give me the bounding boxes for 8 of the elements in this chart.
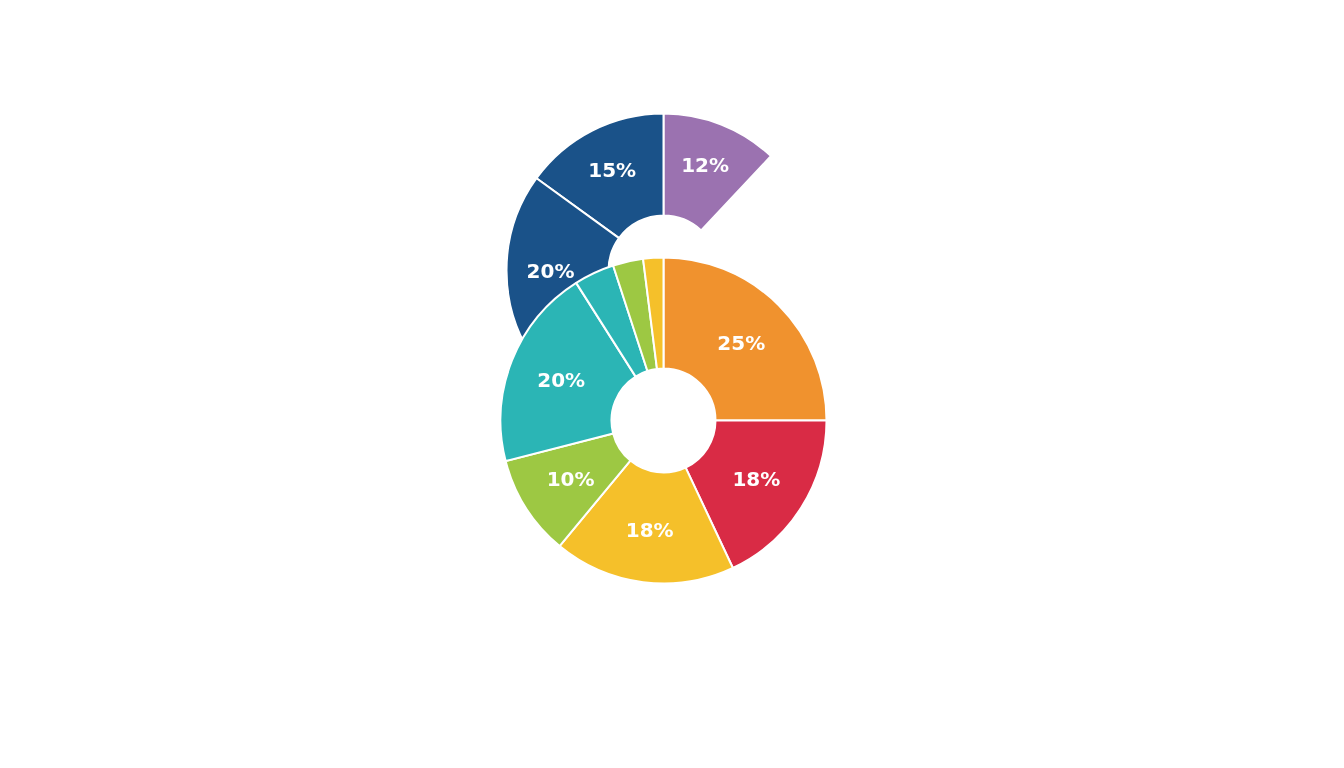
data-label: 10% — [546, 467, 595, 492]
data-label: 20% — [526, 258, 575, 283]
data-label: 15% — [588, 157, 637, 182]
data-label: 18% — [625, 517, 674, 542]
data-label: 20% — [537, 368, 586, 393]
data-label: 18% — [732, 467, 781, 492]
data-label: 25% — [717, 330, 766, 355]
data-label: 12% — [681, 153, 730, 178]
